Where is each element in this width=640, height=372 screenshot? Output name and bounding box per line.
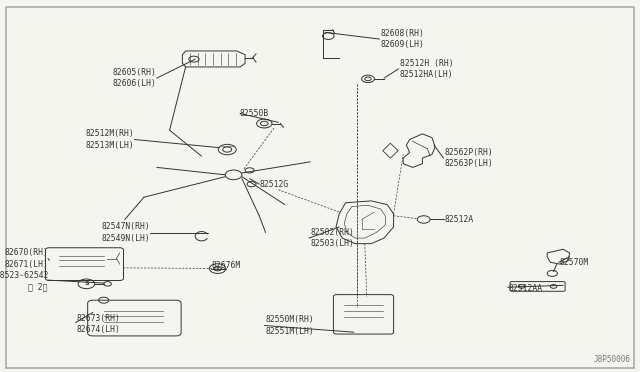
Text: 82608(RH)
82609(LH): 82608(RH) 82609(LH) xyxy=(381,29,425,49)
Text: ©08523-62542
〈 2〉: ©08523-62542 〈 2〉 xyxy=(0,271,48,291)
Text: J8P50006: J8P50006 xyxy=(593,355,630,364)
Text: 82676M: 82676M xyxy=(211,262,241,270)
Text: 82512AA: 82512AA xyxy=(509,284,543,293)
Text: 82512H (RH)
82512HA(LH): 82512H (RH) 82512HA(LH) xyxy=(400,59,454,79)
Text: 82550M(RH)
82551M(LH): 82550M(RH) 82551M(LH) xyxy=(266,315,314,336)
Text: 82512M(RH)
82513M(LH): 82512M(RH) 82513M(LH) xyxy=(86,129,134,150)
Text: S: S xyxy=(84,281,89,286)
Text: 82670(RH)
82671(LH): 82670(RH) 82671(LH) xyxy=(4,248,48,269)
Text: 82547N(RH)
82549N(LH): 82547N(RH) 82549N(LH) xyxy=(102,222,150,243)
Text: 82502(RH)
82503(LH): 82502(RH) 82503(LH) xyxy=(310,228,355,248)
Text: 82512A: 82512A xyxy=(445,215,474,224)
Text: 82605(RH)
82606(LH): 82605(RH) 82606(LH) xyxy=(113,68,157,88)
Text: 82673(RH)
82674(LH): 82673(RH) 82674(LH) xyxy=(77,314,121,334)
Text: 82512G: 82512G xyxy=(259,180,289,189)
Text: 82570M: 82570M xyxy=(560,258,589,267)
Text: 82550B: 82550B xyxy=(240,109,269,118)
Text: 82562P(RH)
82563P(LH): 82562P(RH) 82563P(LH) xyxy=(445,148,493,168)
